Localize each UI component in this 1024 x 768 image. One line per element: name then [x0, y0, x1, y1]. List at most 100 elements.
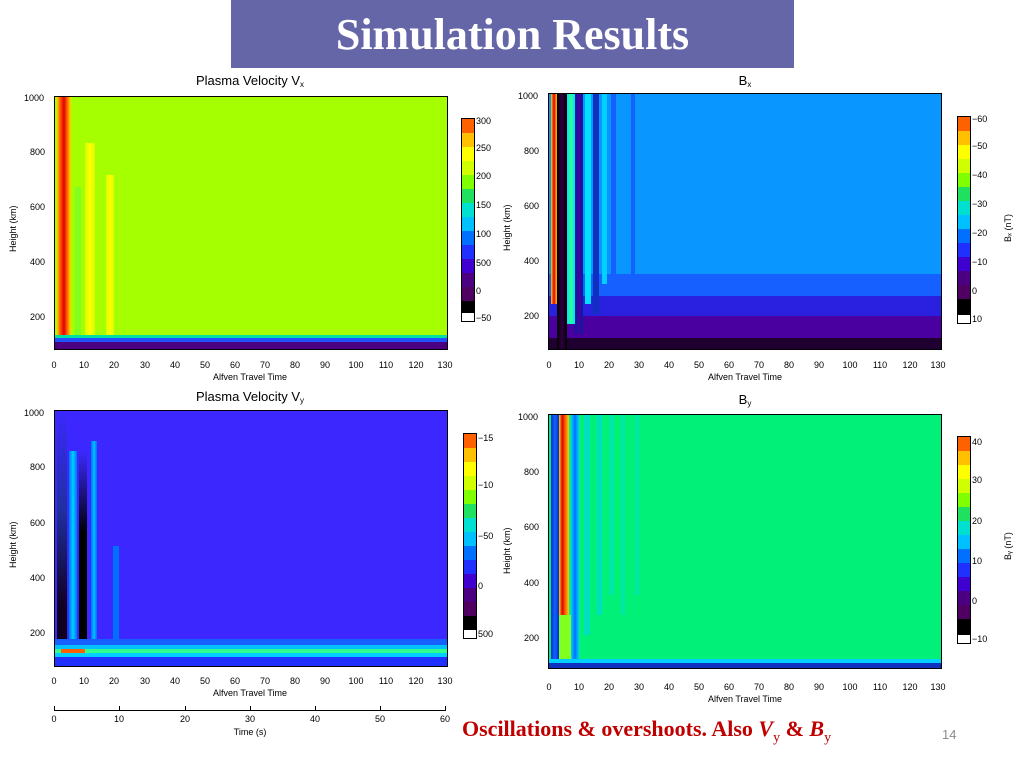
- panel-bx-heatmap: [548, 93, 942, 350]
- time-axis-label: Time (s): [233, 727, 267, 737]
- by-streak-2b: [559, 615, 571, 663]
- bx-band-2: [549, 296, 941, 316]
- by-streak-7: [621, 415, 625, 615]
- vx-ytick: 1000: [24, 93, 45, 103]
- vy-ytick: 1000: [24, 408, 45, 418]
- by-colorbar: [957, 436, 971, 644]
- bx-xtick: 20: [603, 360, 615, 370]
- vx-xtick: 10: [78, 360, 90, 370]
- vx-colorbar: [461, 118, 475, 322]
- vx-xtick: 0: [51, 360, 57, 370]
- vy-hotspot: [61, 649, 85, 653]
- bx-cbar-label: −40: [972, 170, 988, 180]
- vy-xlabel: Alfven Travel Time: [212, 688, 288, 698]
- panel-by-title: By: [739, 392, 752, 408]
- vx-xtick: 120: [408, 360, 424, 370]
- bx-xtick: 30: [633, 360, 645, 370]
- vx-xtick: 70: [259, 360, 271, 370]
- vx-cbar-label: 100: [476, 229, 492, 239]
- vy-streak-1: [57, 411, 67, 656]
- bx-streak-1: [551, 94, 557, 304]
- by-xtick: 40: [663, 682, 675, 692]
- bx-cbar-title: Bₓ (nT): [1003, 214, 1013, 242]
- by-cbar-label: 30: [972, 475, 983, 485]
- by-band-2: [549, 663, 941, 668]
- vy-xtick: 50: [199, 676, 211, 686]
- by-xtick: 0: [546, 682, 552, 692]
- by-streak-3: [571, 415, 579, 660]
- vy-xtick: 60: [229, 676, 241, 686]
- footer-note: Oscillations & overshoots. Also Vy & By: [462, 716, 831, 746]
- panel-vx-title-text: Plasma Velocity V: [195, 73, 301, 88]
- vx-ylabel: Height (km): [8, 205, 18, 252]
- bx-band-3: [549, 316, 941, 338]
- by-ytick: 1000: [518, 412, 539, 422]
- by-ytick: 400: [524, 578, 540, 588]
- by-ylabel: Height (km): [502, 527, 512, 574]
- bx-xtick: 120: [902, 360, 918, 370]
- by-xtick: 70: [753, 682, 765, 692]
- vy-cbar-label: −50: [478, 531, 494, 541]
- vy-streak-2: [69, 451, 77, 656]
- bx-colorbar: [957, 116, 971, 324]
- by-xtick: 100: [842, 682, 858, 692]
- vx-band-2: [55, 338, 447, 342]
- by-streak-5: [597, 415, 602, 615]
- panel-vy-heatmap: [54, 410, 448, 667]
- vx-band-1: [55, 335, 447, 338]
- by-cbar-label: 0: [972, 596, 978, 606]
- bx-ytick: 1000: [518, 91, 539, 101]
- by-xtick: 80: [783, 682, 795, 692]
- vx-cbar-label: 250: [476, 143, 492, 153]
- by-xtick: 120: [902, 682, 918, 692]
- vx-xtick: 50: [199, 360, 211, 370]
- bx-xlabel: Alfven Travel Time: [707, 372, 783, 382]
- bx-cbar-label: −50: [972, 141, 988, 151]
- vy-xtick: 120: [408, 676, 424, 686]
- vx-xtick: 90: [319, 360, 331, 370]
- by-xtick: 130: [930, 682, 946, 692]
- bx-band-1: [549, 274, 941, 296]
- by-xtick: 30: [633, 682, 645, 692]
- bx-xtick: 10: [573, 360, 585, 370]
- vy-band-4: [55, 653, 447, 657]
- vy-ytick: 200: [30, 628, 46, 638]
- time-tick: 40: [309, 714, 321, 724]
- vx-cbar-label: 150: [476, 200, 492, 210]
- vy-streak-3: [79, 451, 87, 656]
- vx-ytick: 200: [30, 312, 46, 322]
- vy-colorbar: [463, 433, 477, 639]
- by-band-1: [549, 659, 941, 663]
- vy-cbar-label: −15: [478, 433, 494, 443]
- bx-xtick: 70: [753, 360, 765, 370]
- vx-xtick: 130: [437, 360, 453, 370]
- vy-cbar-label: −10: [478, 480, 494, 490]
- vx-ytick: 600: [30, 202, 46, 212]
- vx-cbar-label: 300: [476, 116, 492, 126]
- vx-cbar-label: 500: [476, 258, 492, 268]
- panel-bx-title: Bx: [739, 73, 752, 89]
- time-tick: 50: [374, 714, 386, 724]
- vx-xtick: 100: [348, 360, 364, 370]
- footer-note-var1: V: [758, 716, 774, 741]
- bx-streak-8: [611, 94, 616, 294]
- vy-xtick: 70: [259, 676, 271, 686]
- by-xtick: 20: [603, 682, 615, 692]
- vy-xtick: 90: [319, 676, 331, 686]
- vy-ylabel: Height (km): [8, 521, 18, 568]
- by-cbar-label: 40: [972, 437, 983, 447]
- bx-xtick: 80: [783, 360, 795, 370]
- bx-ytick: 600: [524, 201, 540, 211]
- bx-cbar-label: −60: [972, 114, 988, 124]
- bx-ytick: 400: [524, 256, 540, 266]
- by-streak-4: [584, 415, 590, 635]
- time-tick: 30: [244, 714, 256, 724]
- bx-xtick: 130: [930, 360, 946, 370]
- footer-note-sub1: y: [773, 730, 781, 746]
- by-streak-2: [559, 415, 569, 615]
- slide-number: 14: [942, 727, 957, 742]
- bx-streak-9: [631, 94, 635, 279]
- vx-xlabel: Alfven Travel Time: [212, 372, 288, 382]
- by-streak-1: [551, 415, 559, 663]
- vy-xtick: 80: [289, 676, 301, 686]
